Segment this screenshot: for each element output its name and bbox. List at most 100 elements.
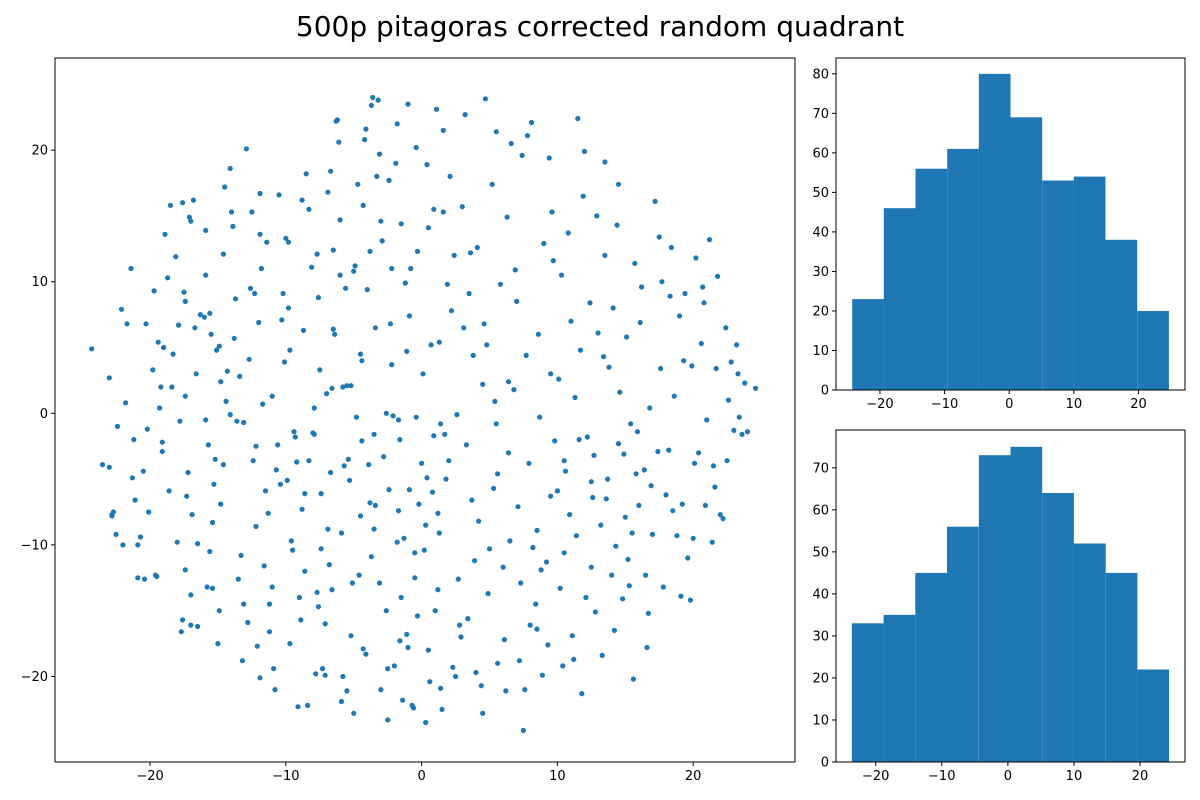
scatter-point (467, 250, 474, 256)
scatter-point (414, 248, 421, 254)
scatter-point (253, 523, 259, 530)
scatter-point (391, 663, 397, 669)
scatter-point (288, 538, 294, 544)
scatter-point (681, 358, 687, 364)
x-tick-label: 10 (549, 769, 566, 784)
scatter-point (550, 258, 556, 264)
scatter-point (290, 547, 296, 553)
histogram-bar (883, 614, 916, 762)
scatter-point (296, 594, 302, 601)
scatter-point (641, 467, 647, 473)
scatter-point (715, 273, 721, 279)
scatter-point (625, 556, 631, 563)
scatter-point (601, 354, 607, 360)
scatter-point (602, 252, 608, 258)
scatter-point (534, 626, 540, 632)
scatter-point (591, 452, 597, 458)
scatter-point (613, 543, 619, 549)
scatter-point (461, 325, 467, 331)
scatter-point (106, 375, 112, 381)
scatter-point (405, 644, 411, 651)
scatter-point (345, 456, 351, 462)
scatter-point (444, 281, 450, 287)
scatter-point (271, 666, 277, 672)
scatter-point (260, 401, 266, 407)
scatter-point (155, 339, 161, 345)
scatter-point (492, 398, 498, 404)
scatter-point (329, 385, 335, 391)
scatter-point (359, 438, 365, 444)
scatter-point (178, 629, 184, 635)
scatter-point (515, 504, 521, 510)
scatter-point (522, 687, 528, 693)
scatter-point (572, 394, 578, 401)
axes-frame (835, 429, 1186, 763)
scatter-point (700, 284, 706, 290)
scatter-point (203, 272, 209, 278)
scatter-point (303, 171, 309, 177)
scatter-point (230, 223, 236, 229)
scatter-point (351, 710, 357, 716)
scatter-point (543, 559, 550, 565)
scatter-point (419, 460, 425, 466)
y-tick-label: 60 (812, 146, 829, 161)
scatter-point (599, 652, 605, 659)
y-tick-label: 60 (812, 503, 829, 518)
scatter-point (326, 562, 332, 568)
scatter-point (565, 230, 571, 236)
scatter-point (340, 384, 346, 390)
scatter-point (443, 476, 449, 482)
scatter-point (629, 530, 635, 536)
scatter-point (395, 508, 402, 514)
scatter-point (151, 288, 157, 294)
scatter-point (332, 331, 338, 337)
scatter-point (349, 580, 355, 586)
scatter-point (569, 633, 575, 639)
scatter-point (322, 621, 328, 627)
scatter-point (220, 462, 226, 468)
scatter-point (228, 209, 235, 215)
scatter-point (610, 305, 616, 311)
scatter-point (302, 491, 308, 497)
scatter-point (611, 627, 618, 634)
scatter-point (318, 546, 324, 552)
scatter-point (347, 477, 353, 483)
y-tick-label: 50 (812, 186, 829, 201)
scatter-point (609, 572, 615, 578)
y-tick-label: 80 (812, 67, 829, 82)
scatter-point (222, 184, 228, 190)
scatter-point (385, 717, 391, 723)
scatter-point (706, 237, 713, 243)
scatter-point (541, 240, 547, 247)
scatter-point (208, 331, 214, 337)
scatter-point (216, 343, 222, 349)
histogram-bar (1074, 543, 1106, 762)
scatter-point (195, 623, 201, 630)
scatter-point (633, 471, 639, 477)
scatter-point (514, 298, 520, 304)
scatter-point (583, 594, 589, 601)
scatter-point (211, 481, 217, 487)
scatter-point (404, 348, 410, 354)
scatter-point (420, 371, 426, 377)
scatter-point (185, 469, 191, 476)
scatter-point (386, 487, 392, 493)
scatter-point (588, 479, 594, 485)
scatter-point (157, 405, 163, 411)
scatter-point (173, 254, 179, 260)
scatter-point (687, 597, 694, 603)
scatter-point (438, 685, 444, 691)
scatter-point (245, 619, 251, 626)
scatter-point (518, 580, 524, 586)
scatter-point (299, 506, 305, 512)
scatter-point (644, 644, 650, 651)
scatter-point (431, 206, 437, 212)
scatter-point (481, 321, 487, 327)
scatter-point (338, 530, 345, 536)
scatter-point (314, 589, 320, 595)
scatter-point (207, 310, 213, 316)
scatter-point (165, 275, 171, 281)
scatter-point (374, 173, 380, 179)
scatter-point (366, 462, 372, 468)
scatter-point (254, 643, 260, 649)
